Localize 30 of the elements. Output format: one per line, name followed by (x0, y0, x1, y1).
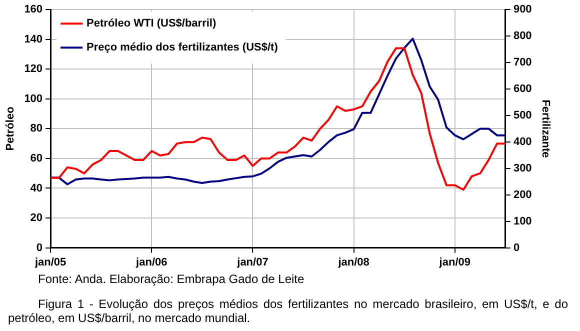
y-tick-label: 160 (24, 4, 43, 16)
y2-tick-label: 800 (513, 30, 532, 42)
y-tick-label: 0 (36, 242, 43, 254)
x-tick-label: jan/06 (135, 256, 168, 268)
x-tick-label: jan/09 (438, 256, 470, 268)
y2-axis-title: Fertilizante (539, 100, 552, 158)
y-tick-label: 20 (30, 212, 43, 224)
y-tick-label: 80 (30, 122, 43, 135)
x-tick-label: jan/07 (236, 256, 268, 268)
y2-tick-label: 700 (513, 56, 532, 69)
text: Figura 1 - Evolução dos preços médios dos fertilizantes no mercado brasileiro, em US$/t, e do petróleo, em US$/barril, no mercado mundial. (8, 297, 568, 325)
y-tick-label: 140 (24, 33, 43, 46)
y2-tick-label: 200 (513, 188, 532, 201)
legend-label: Petróleo WTI (US$/barril) (86, 18, 216, 30)
y-tick-label: 120 (24, 63, 43, 76)
y2-tick-label: 0 (513, 242, 520, 254)
y2-tick-label: 100 (513, 215, 532, 228)
y-tick-label: 40 (30, 182, 43, 194)
y-axis-title: Petróleo (4, 106, 17, 151)
y2-tick-label: 400 (513, 136, 532, 148)
legend-label: Preço médio dos fertilizantes (US$/t) (86, 42, 278, 54)
x-tick-label: jan/08 (337, 256, 370, 268)
y2-tick-label: 900 (513, 4, 532, 16)
source-note: Fonte: Anda. Elaboração: Embrapa Gado de Leite (38, 272, 304, 286)
y2-tick-label: 600 (513, 83, 532, 96)
x-tick-label: jan/05 (34, 256, 66, 268)
y-tick-label: 60 (30, 152, 43, 165)
y2-tick-label: 300 (513, 162, 532, 174)
y2-tick-label: 500 (513, 110, 532, 122)
y-tick-label: 100 (24, 92, 43, 105)
